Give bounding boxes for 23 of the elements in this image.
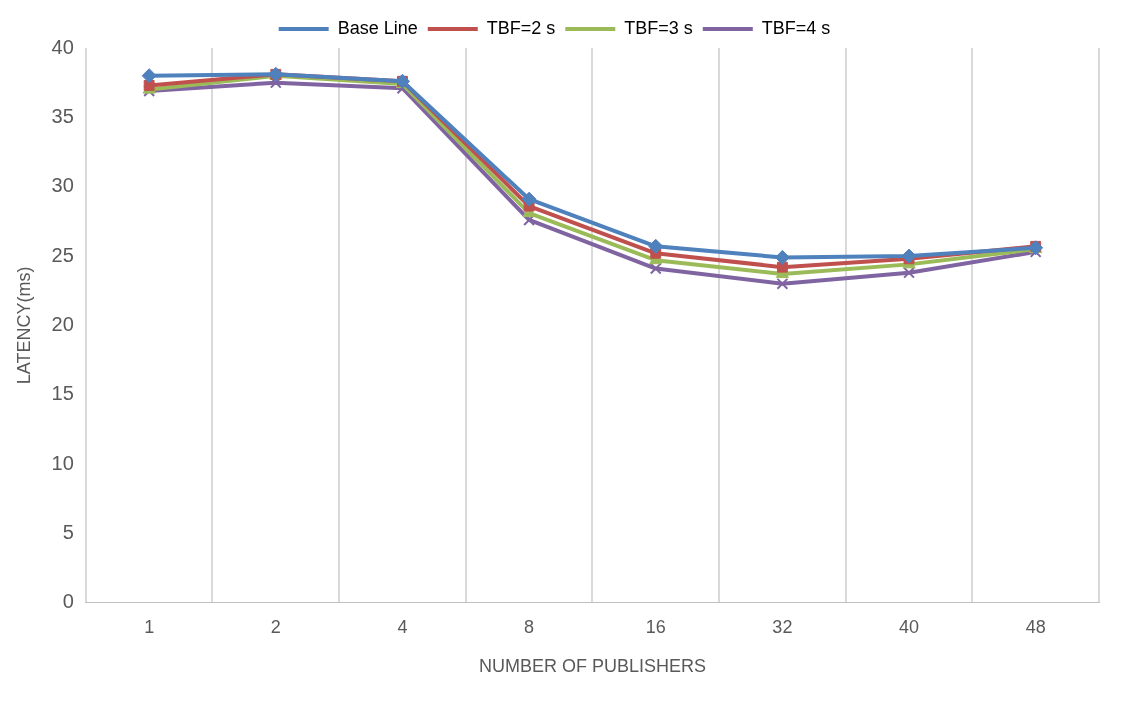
- x-tick-label: 1: [144, 616, 155, 637]
- legend-label: Base Line: [337, 17, 418, 38]
- legend-label: TBF=3 s: [624, 17, 693, 38]
- legend-label: TBF=4 s: [761, 17, 831, 38]
- y-tick-label: 30: [51, 174, 74, 197]
- x-axis-title: NUMBER OF PUBLISHERS: [478, 656, 706, 677]
- x-tick-label: 2: [270, 616, 281, 637]
- x-tick-label: 40: [899, 616, 920, 637]
- y-tick-label: 20: [51, 312, 74, 335]
- y-tick-label: 15: [51, 382, 74, 405]
- x-tick-label: 32: [772, 616, 793, 637]
- x-tick-label: 4: [397, 616, 408, 637]
- x-tick-label: 16: [645, 616, 666, 637]
- y-tick-label: 0: [62, 590, 74, 613]
- y-axis-title: LATENCY(ms): [13, 266, 34, 385]
- y-tick-label: 35: [51, 104, 74, 127]
- y-tick-label: 5: [62, 520, 74, 543]
- legend-label: TBF=2 s: [486, 17, 556, 38]
- x-tick-label: 8: [524, 616, 535, 637]
- y-tick-label: 10: [51, 451, 74, 474]
- x-tick-label: 48: [1025, 616, 1046, 637]
- y-tick-label: 40: [51, 35, 74, 58]
- y-tick-label: 25: [51, 243, 74, 266]
